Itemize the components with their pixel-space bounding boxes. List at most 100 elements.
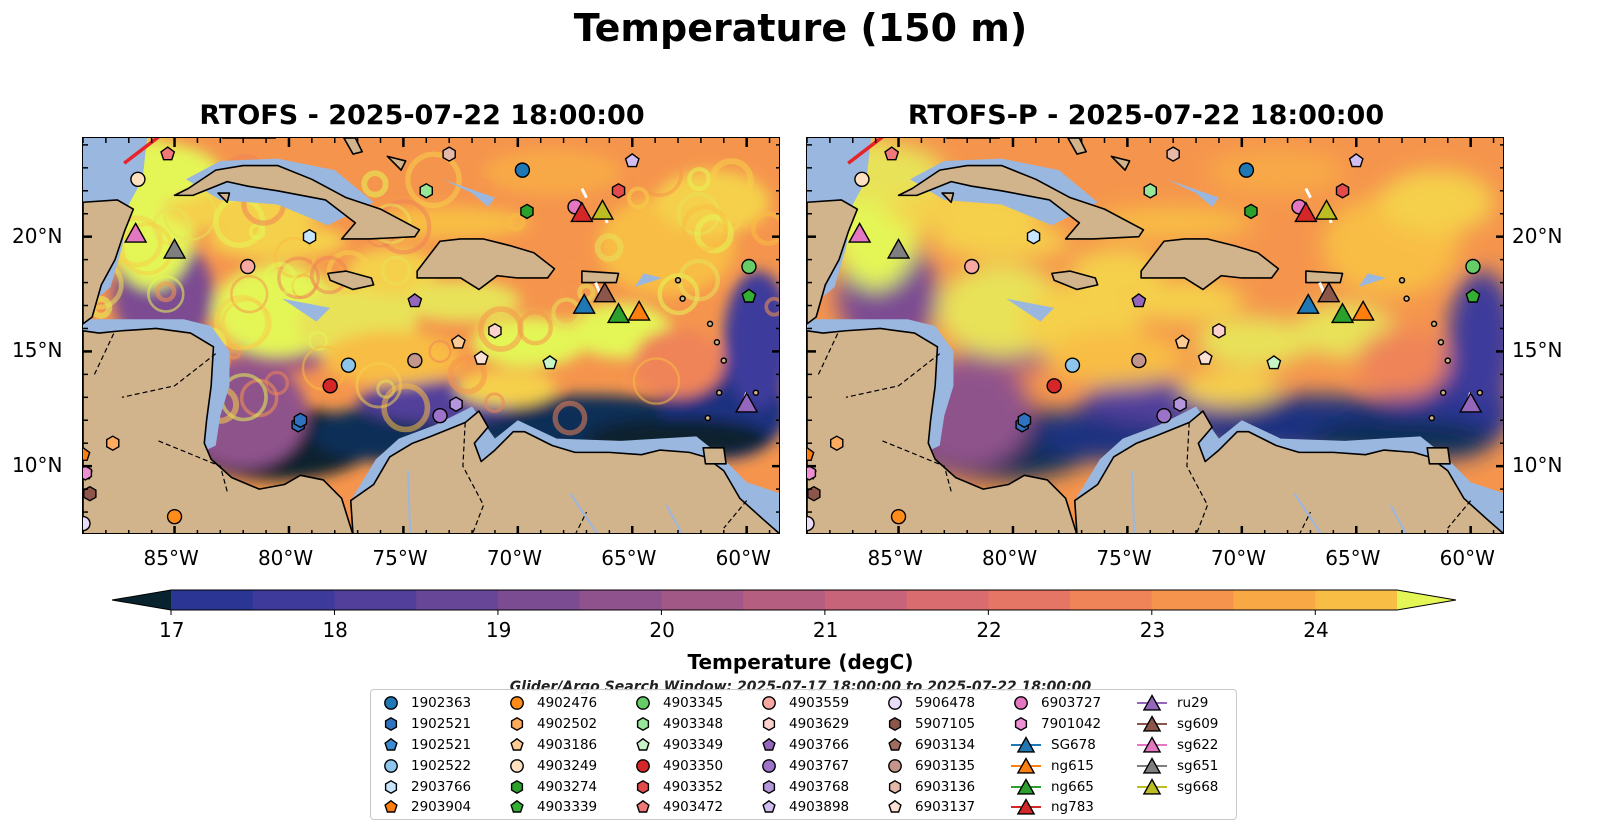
temperature-field	[807, 138, 1503, 533]
obs-5907105-marker	[83, 485, 97, 502]
eddy-swirl	[764, 296, 779, 317]
glider-trail	[580, 187, 588, 199]
legend-6903727-marker	[1014, 696, 1028, 711]
legend-label: 1902522	[411, 757, 472, 774]
colorbar-segment	[416, 590, 499, 610]
legend-4903274-marker	[510, 779, 524, 794]
triangle-icon	[1137, 756, 1167, 774]
colorbar-segment	[252, 590, 336, 610]
country-border	[575, 511, 588, 533]
triangle-icon	[1137, 777, 1167, 795]
land-trinidad	[702, 446, 727, 465]
map-rtofs-p	[807, 138, 1503, 533]
obs-1902522-marker	[340, 357, 357, 373]
obs-4903339-marker	[741, 288, 757, 303]
legend-item: 1902521	[379, 714, 471, 735]
colorbar-tick-label: 18	[322, 618, 348, 642]
land-jamaica	[327, 270, 375, 291]
country-border	[723, 500, 748, 529]
obs-2903766-marker	[1026, 228, 1041, 245]
legend-column: 4903559 4903629 4903766 4903767 4903768 49038…	[757, 693, 849, 818]
temperature-field	[83, 138, 779, 533]
shallow-shelf	[442, 179, 495, 207]
legend-label: 6903135	[915, 757, 976, 774]
legend-4903766-marker	[762, 737, 776, 751]
hexagon-icon	[636, 779, 650, 794]
obs-4902502-marker	[106, 435, 120, 452]
temperature-blob	[632, 328, 724, 398]
shallow-shelf	[1006, 298, 1055, 322]
circle-icon	[1014, 696, 1028, 711]
circle-icon	[762, 758, 776, 773]
obs-4903350-marker	[1046, 378, 1062, 394]
colorbar-tick-label: 22	[976, 618, 1002, 642]
colorbar-segment	[743, 590, 826, 610]
eddy-swirl	[552, 400, 588, 436]
frame-ticks	[83, 138, 779, 533]
land-central-america	[807, 327, 1078, 533]
hexagon-icon	[888, 779, 902, 794]
obs-4903339-marker	[1465, 288, 1481, 303]
triangle-icon	[1011, 798, 1041, 815]
colorbar-tick-label: 20	[649, 618, 675, 642]
legend-ru29-marker	[1142, 694, 1162, 711]
y-tick-label: 20°N	[1512, 223, 1563, 248]
legend-label: ng665	[1051, 778, 1094, 795]
observation-markers	[83, 146, 759, 532]
river	[406, 470, 412, 533]
hexagon-icon	[762, 717, 776, 732]
colorbar-segment	[1070, 590, 1153, 610]
legend-label: 7901042	[1041, 716, 1102, 733]
obs-1902521-marker	[293, 412, 308, 429]
land-bahamas-b	[386, 155, 407, 171]
obs-4903345-marker	[741, 258, 757, 275]
obs-ru29-marker	[735, 391, 759, 413]
island	[1476, 389, 1484, 396]
legend-label: 4903186	[537, 736, 598, 753]
colorbar-tick-label: 24	[1303, 618, 1329, 642]
legend-label: ng615	[1051, 757, 1094, 774]
obs-4903766-marker	[1131, 293, 1147, 308]
x-tick-label: 80°W	[257, 546, 314, 570]
country-border	[121, 353, 217, 398]
legend-label: 4903352	[663, 778, 724, 795]
legend-label: 5907105	[915, 716, 976, 733]
legend-ng783-marker	[1016, 798, 1036, 815]
eddy-swirl	[477, 306, 524, 352]
legend-4903559-marker	[762, 696, 776, 711]
legend-label: ru29	[1177, 695, 1209, 712]
x-tick-label: 65°W	[1325, 546, 1381, 570]
legend-label: 1902521	[411, 736, 472, 753]
legend-item: 6903134	[883, 735, 975, 756]
triangle-icon	[1137, 694, 1167, 711]
colorbar-segment	[579, 590, 662, 610]
legend-label: 4903898	[789, 799, 850, 816]
circle-icon	[636, 758, 650, 773]
pentagon-icon	[888, 737, 902, 751]
pentagon-icon	[636, 737, 650, 751]
temperature-blob	[1196, 316, 1311, 368]
legend-label: 4903345	[663, 695, 724, 712]
legend-label: 4903559	[789, 695, 850, 712]
obs-4903472-marker	[160, 146, 176, 161]
pentagon-icon	[510, 800, 524, 814]
circle-icon	[888, 696, 902, 711]
legend-4903345-marker	[636, 696, 650, 711]
country-border	[882, 440, 952, 492]
eddy-swirl	[405, 151, 462, 209]
legend-item: 4903898	[757, 797, 849, 818]
colorbar-segment	[661, 590, 744, 610]
triangle-icon	[1137, 715, 1167, 732]
obs-SG678-marker	[572, 293, 596, 314]
island	[720, 357, 728, 364]
colorbar-outline	[111, 589, 1457, 611]
pentagon-icon	[510, 737, 524, 751]
eddy-swirl	[326, 250, 372, 295]
legend-column: 4902476 4902502 4903186 4903249 4903274 49033…	[505, 693, 597, 818]
legend-4903339-marker	[510, 800, 524, 814]
country-border	[158, 440, 228, 492]
island	[713, 338, 721, 346]
legend-label: 4903274	[537, 778, 598, 795]
x-tick-label: 80°W	[981, 546, 1038, 570]
legend-item: sg668	[1135, 776, 1218, 797]
